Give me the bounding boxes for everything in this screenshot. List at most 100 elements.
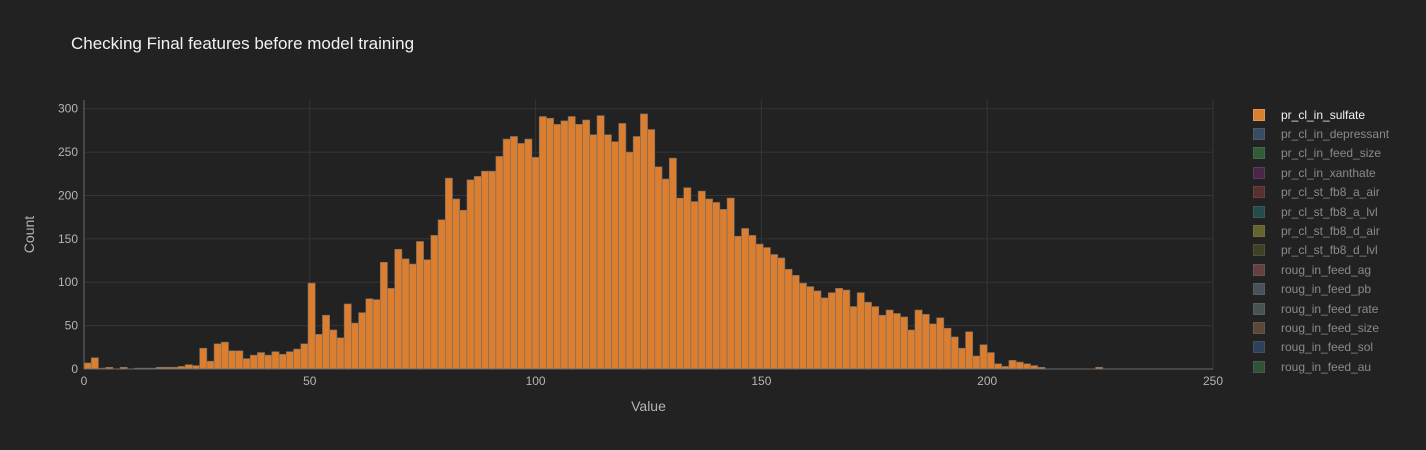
histogram-bar (293, 348, 302, 370)
legend-swatch (1253, 341, 1265, 354)
x-tick-label: 250 (1203, 374, 1223, 388)
histogram-bar (459, 209, 468, 370)
histogram-bar (192, 365, 200, 370)
histogram-bar (734, 235, 742, 370)
histogram-bar (560, 120, 569, 370)
histogram-bar (712, 202, 721, 370)
legend-item[interactable]: roug_in_feed_au (1253, 357, 1389, 376)
legend-swatch (1253, 360, 1265, 373)
legend-item[interactable]: pr_cl_st_fb8_a_air (1253, 183, 1389, 202)
histogram-bar (408, 263, 417, 370)
legend-label: roug_in_feed_rate (1281, 301, 1379, 316)
histogram-bar (466, 179, 475, 370)
histogram-bar (307, 282, 316, 370)
histogram-bar (856, 292, 865, 370)
legend-item[interactable]: pr_cl_in_feed_size (1253, 144, 1389, 163)
histogram-bar (481, 170, 489, 370)
histogram-bar (871, 306, 880, 370)
histogram-bar (668, 157, 677, 370)
histogram-bar (394, 248, 403, 370)
histogram-bar (690, 201, 699, 370)
y-tick-label: 200 (58, 188, 78, 202)
histogram-bar (358, 312, 367, 370)
legend-label: pr_cl_in_xanthate (1281, 165, 1376, 180)
histogram-bar (264, 354, 273, 370)
histogram-bar (943, 327, 952, 370)
histogram-bar (90, 357, 99, 370)
legend-item[interactable]: pr_cl_in_sulfate (1253, 105, 1389, 124)
histogram-bar (864, 301, 872, 370)
histogram-bar (1023, 363, 1031, 370)
legend-item[interactable]: pr_cl_st_fb8_a_lvl (1253, 202, 1389, 221)
histogram-bar (510, 136, 518, 370)
histogram-bar (762, 247, 771, 370)
legend-swatch (1253, 321, 1265, 334)
x-tick-label: 150 (751, 374, 771, 388)
legend-item[interactable]: pr_cl_st_fb8_d_lvl (1253, 241, 1389, 260)
x-tick-label: 100 (526, 374, 546, 388)
histogram-bar (676, 197, 685, 370)
legend-swatch (1253, 263, 1265, 276)
legend-swatch (1253, 128, 1265, 141)
histogram-bar (286, 351, 294, 370)
histogram-bar (416, 241, 424, 370)
legend-label: pr_cl_st_fb8_a_lvl (1281, 204, 1378, 219)
histogram-bar (589, 134, 598, 370)
histogram-bar (184, 364, 193, 370)
histogram-bar (372, 299, 381, 370)
legend-item[interactable]: roug_in_feed_size (1253, 318, 1389, 337)
histogram-bar (444, 177, 453, 370)
legend-item[interactable]: roug_in_feed_pb (1253, 280, 1389, 299)
legend-swatch (1253, 205, 1265, 218)
legend-item[interactable]: roug_in_feed_rate (1253, 299, 1389, 318)
legend-label: pr_cl_in_depressant (1281, 127, 1390, 142)
x-tick-label: 50 (303, 374, 317, 388)
histogram-bar (726, 197, 735, 370)
legend-label: roug_in_feed_sol (1281, 340, 1374, 355)
legend-label: pr_cl_in_feed_size (1281, 146, 1382, 161)
legend-item[interactable]: pr_cl_in_depressant (1253, 124, 1389, 143)
histogram-bar (603, 134, 612, 370)
histogram-bar (683, 187, 692, 370)
histogram-bar (965, 331, 974, 370)
histogram-bar (994, 363, 1002, 370)
histogram-bar (972, 355, 981, 370)
histogram-bar (755, 243, 764, 370)
histogram-bar (892, 313, 901, 370)
histogram-bar (705, 198, 713, 370)
legend-item[interactable]: roug_in_feed_sol (1253, 338, 1389, 357)
histogram-bar (575, 123, 583, 370)
legend-swatch (1253, 166, 1265, 179)
histogram-bar (957, 347, 966, 370)
y-tick-label: 0 (71, 362, 78, 376)
histogram-bar (199, 347, 208, 370)
histogram-bar (719, 209, 728, 370)
legend-label: roug_in_feed_pb (1281, 282, 1372, 297)
histogram-bar (271, 351, 280, 370)
legend-label: pr_cl_in_sulfate (1281, 107, 1366, 122)
legend-label: pr_cl_st_fb8_d_lvl (1281, 243, 1378, 258)
histogram-bar (907, 329, 916, 370)
legend-swatch (1253, 283, 1265, 296)
histogram-bar (661, 178, 670, 370)
histogram-bar (900, 316, 909, 370)
histogram-bar (647, 129, 656, 370)
histogram-bar (618, 123, 627, 370)
x-axis-title: Value (631, 398, 666, 414)
histogram-bar (849, 306, 858, 370)
histogram-bar (791, 274, 800, 370)
legend-item[interactable]: roug_in_feed_ag (1253, 260, 1389, 279)
legend-item[interactable]: pr_cl_st_fb8_d_air (1253, 221, 1389, 240)
legend-item[interactable]: pr_cl_in_xanthate (1253, 163, 1389, 182)
histogram-bar (502, 138, 511, 370)
histogram-bar (784, 268, 793, 370)
x-tick-label: 200 (977, 374, 997, 388)
histogram-bar (430, 235, 439, 370)
histogram-bar (213, 343, 222, 370)
histogram-bar (387, 287, 396, 370)
histogram-bar (206, 360, 215, 370)
histogram-bar (582, 119, 591, 370)
histogram-bar (914, 309, 923, 370)
histogram-bar (488, 170, 497, 370)
histogram-bar (835, 287, 843, 370)
